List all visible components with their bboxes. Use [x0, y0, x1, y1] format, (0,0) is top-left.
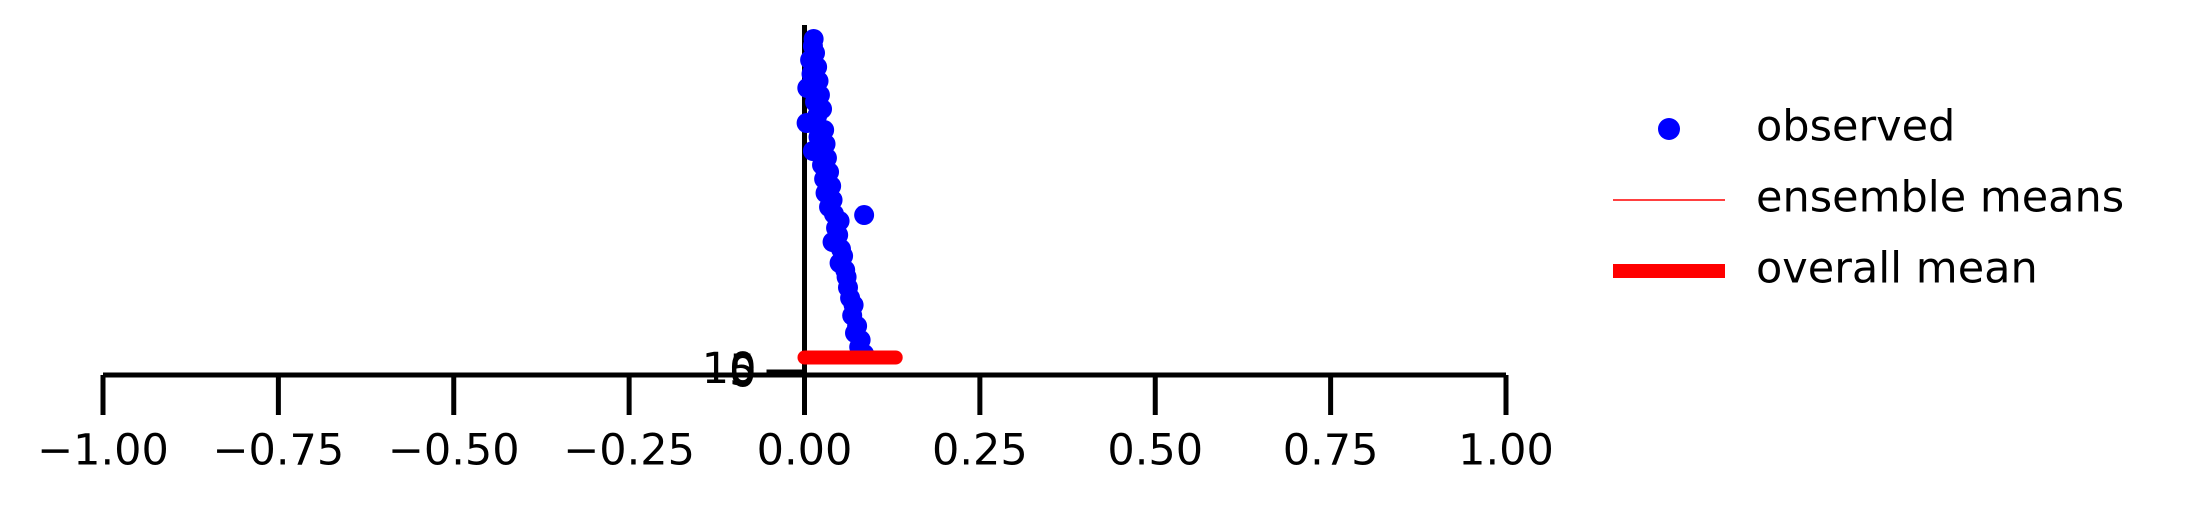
x-tick-label: −0.75: [212, 426, 344, 476]
legend-label: overall mean: [1756, 244, 2038, 294]
x-tick-label: −1.00: [37, 426, 169, 476]
x-tick-label: −0.25: [563, 426, 695, 476]
legend-label: ensemble means: [1756, 173, 2124, 223]
y-tick-label: 10: [702, 344, 757, 394]
point: [796, 113, 817, 133]
y-tick-label: 0: [729, 348, 756, 398]
x-tick-label: 0.00: [757, 426, 853, 476]
x-tick-label: 0.75: [1283, 426, 1379, 476]
x-tick-label: −0.50: [388, 426, 520, 476]
x-tick-label: 0.25: [932, 426, 1028, 476]
legend-marker: [1658, 118, 1680, 140]
legend-label: observed: [1756, 102, 1955, 152]
x-tick-label: 0.50: [1107, 426, 1203, 476]
y-tick-label: 5: [729, 346, 756, 396]
point: [854, 205, 875, 226]
x-tick-label: 1.00: [1458, 426, 1554, 476]
